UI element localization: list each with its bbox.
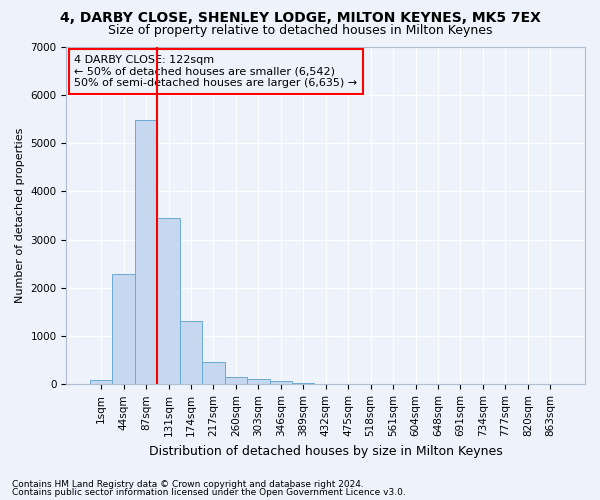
- Text: Contains HM Land Registry data © Crown copyright and database right 2024.: Contains HM Land Registry data © Crown c…: [12, 480, 364, 489]
- Bar: [157, 218, 180, 384]
- Bar: [247, 380, 269, 384]
- Text: 4, DARBY CLOSE, SHENLEY LODGE, MILTON KEYNES, MK5 7EX: 4, DARBY CLOSE, SHENLEY LODGE, MILTON KE…: [59, 11, 541, 25]
- Text: 4 DARBY CLOSE: 122sqm
← 50% of detached houses are smaller (6,542)
50% of semi-d: 4 DARBY CLOSE: 122sqm ← 50% of detached …: [74, 55, 358, 88]
- Text: Size of property relative to detached houses in Milton Keynes: Size of property relative to detached ho…: [108, 24, 492, 37]
- Text: Contains public sector information licensed under the Open Government Licence v3: Contains public sector information licen…: [12, 488, 406, 497]
- Bar: [180, 321, 202, 384]
- Bar: [292, 382, 314, 384]
- Y-axis label: Number of detached properties: Number of detached properties: [15, 128, 25, 303]
- X-axis label: Distribution of detached houses by size in Milton Keynes: Distribution of detached houses by size …: [149, 444, 503, 458]
- Bar: [269, 381, 292, 384]
- Bar: [135, 120, 157, 384]
- Bar: [90, 380, 112, 384]
- Bar: [224, 376, 247, 384]
- Bar: [202, 362, 224, 384]
- Bar: [112, 274, 135, 384]
